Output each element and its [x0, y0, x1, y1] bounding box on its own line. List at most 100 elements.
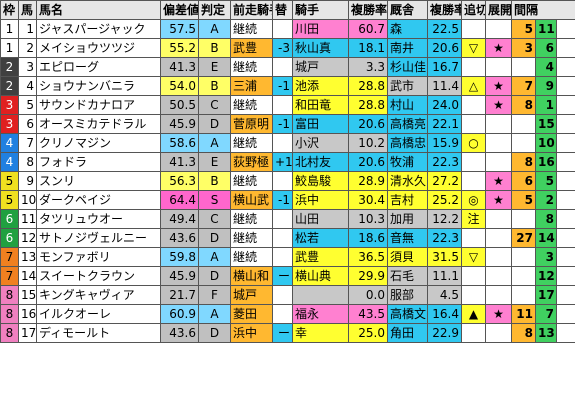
jockey-name: 小沢 [292, 133, 349, 153]
tenkai-mark [485, 247, 512, 267]
prev-jockey: 荻野極 [230, 152, 273, 172]
interval-a [511, 266, 536, 286]
trainer-name: 高橋文 [387, 304, 428, 324]
waku-cell: 6 [0, 228, 19, 248]
waku-cell: 4 [0, 133, 19, 153]
jockey-rate: 10.2 [348, 133, 388, 153]
prev-jockey: 武豊 [230, 38, 273, 58]
spacer-cell [556, 228, 575, 248]
header-tenkai: 展開 [485, 0, 512, 20]
change-value [272, 228, 293, 248]
trainer-name: 牧浦 [387, 152, 428, 172]
spacer-cell [556, 304, 575, 324]
hensa-value: 55.2 [160, 38, 199, 58]
horse-name: キングキャヴィア [36, 285, 161, 305]
horse-number: 10 [18, 190, 37, 210]
horse-number: 9 [18, 171, 37, 191]
hensa-value: 54.0 [160, 76, 199, 96]
tenkai-mark: ★ [485, 38, 512, 58]
oikiri-mark: ◎ [461, 190, 486, 210]
tenkai-mark: ★ [485, 76, 512, 96]
interval-a: 7 [511, 76, 536, 96]
prev-jockey: 継続 [230, 133, 273, 153]
horse-number: 2 [18, 38, 37, 58]
jockey-name: 和田竜 [292, 95, 349, 115]
spacer-cell [556, 285, 575, 305]
change-value: -1 [272, 76, 293, 96]
jockey-rate: 28.9 [348, 171, 388, 191]
grade-value: A [198, 133, 231, 153]
horse-number: 6 [18, 114, 37, 134]
spacer-cell [556, 266, 575, 286]
jockey-rate: 3.3 [348, 57, 388, 77]
trainer-name: 須貝 [387, 247, 428, 267]
oikiri-mark [461, 171, 486, 191]
interval-a: 8 [511, 323, 536, 343]
spacer-cell [556, 114, 575, 134]
header-uma: 馬 [18, 0, 37, 20]
trainer-rate: 4.5 [427, 285, 462, 305]
interval-b: 11 [535, 19, 557, 39]
header-oikiri: 追切 [461, 0, 486, 20]
jockey-rate: 60.7 [348, 19, 388, 39]
jockey-rate: 20.6 [348, 152, 388, 172]
prev-jockey: 継続 [230, 247, 273, 267]
oikiri-mark: ▽ [461, 247, 486, 267]
tenkai-mark [485, 152, 512, 172]
horse-number: 8 [18, 152, 37, 172]
change-value: +1 [272, 152, 293, 172]
horse-name: イルクオーレ [36, 304, 161, 324]
interval-a: 6 [511, 171, 536, 191]
grade-value: C [198, 209, 231, 229]
interval-a [511, 57, 536, 77]
horse-name: クリノマジン [36, 133, 161, 153]
horse-name: ショウナンバニラ [36, 76, 161, 96]
interval-b: 17 [535, 285, 557, 305]
trainer-rate: 12.2 [427, 209, 462, 229]
trainer-rate: 20.6 [427, 38, 462, 58]
horse-number: 15 [18, 285, 37, 305]
change-value [272, 57, 293, 77]
hensa-value: 45.9 [160, 266, 199, 286]
header-trainer-rate: 複勝率 [427, 0, 462, 20]
spacer-cell [556, 19, 575, 39]
interval-a [511, 285, 536, 305]
hensa-value: 60.9 [160, 304, 199, 324]
hensa-value: 56.3 [160, 171, 199, 191]
table-row: 2 4 ショウナンバニラ 54.0 B 三浦 -1 池添 28.8 武市 11.4 △ ★ 7 9 [0, 76, 575, 96]
hensa-value: 43.6 [160, 228, 199, 248]
oikiri-mark: ▽ [461, 38, 486, 58]
trainer-name: 村山 [387, 95, 428, 115]
tenkai-mark: ★ [485, 190, 512, 210]
prev-jockey: 継続 [230, 19, 273, 39]
hensa-value: 49.4 [160, 209, 199, 229]
grade-value: D [198, 266, 231, 286]
horse-number: 4 [18, 76, 37, 96]
oikiri-mark: ○ [461, 133, 486, 153]
table-row: 3 5 サウンドカナロア 50.5 C 継続 和田竜 28.8 村山 24.0 ★ 8 1 [0, 95, 575, 115]
interval-b: 7 [535, 304, 557, 324]
oikiri-mark [461, 57, 486, 77]
trainer-name: 杉山佳 [387, 57, 428, 77]
interval-a: 5 [511, 19, 536, 39]
trainer-rate: 22.1 [427, 114, 462, 134]
spacer-cell [556, 209, 575, 229]
grade-value: B [198, 38, 231, 58]
table-row: 7 14 スイートクラウン 45.9 D 横山和ー横山典 29.9 石毛 11.1 12 [0, 266, 575, 286]
tenkai-mark [485, 209, 512, 229]
oikiri-mark: ▲ [461, 304, 486, 324]
table-row: 3 6 オースミカテドラル 45.9 D 菅原明 -1 富田 20.6 高橋亮 22.1 15 [0, 114, 575, 134]
grade-value: D [198, 228, 231, 248]
table-row: 1 2 メイショウツツジ 55.2 B 武豊 -3 秋山真 18.1 南井 20.6 ▽ ★ 3 6 [0, 38, 575, 58]
horse-name: オースミカテドラル [36, 114, 161, 134]
interval-a [511, 133, 536, 153]
table-body: 1 1 ジャスパージャック 57.5 A 継続 川田 60.7 森 22.5 5 11 1 2 メイショウツ… [0, 19, 575, 343]
interval-b: 4 [535, 57, 557, 77]
jockey-rate: 25.0 [348, 323, 388, 343]
interval-b: 1 [535, 95, 557, 115]
oikiri-mark: △ [461, 76, 486, 96]
jockey-name: 横山典 [292, 266, 349, 286]
jockey-rate: 30.4 [348, 190, 388, 210]
interval-a: 8 [511, 95, 536, 115]
jockey-name: 秋山真 [292, 38, 349, 58]
